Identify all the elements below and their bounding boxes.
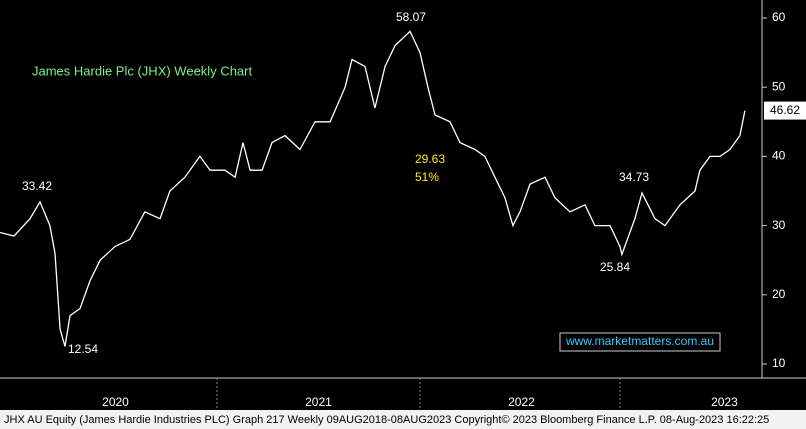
y-tick-label: 60: [772, 10, 786, 24]
y-tick-label: 20: [772, 287, 786, 301]
y-tick-label: 10: [772, 356, 786, 370]
footer: JHX AU Equity (James Hardie Industries P…: [4, 414, 769, 426]
price-line: [0, 30, 746, 347]
y-tick-label: 40: [772, 149, 786, 163]
annotation: 33.42: [22, 179, 52, 193]
last-price-label: 46.62: [770, 103, 800, 117]
chart-title: James Hardie Plc (JHX) Weekly Chart: [32, 63, 252, 78]
last-price-box: [764, 101, 806, 120]
annotation: 29.63: [415, 152, 445, 166]
annotation: 51%: [415, 170, 439, 184]
watermark: www.marketmatters.com.au: [565, 334, 714, 348]
y-tick-label: 30: [772, 218, 786, 232]
y-tick-label: 50: [772, 79, 786, 93]
annotation: 25.84: [600, 260, 630, 274]
x-tick-label: 2023: [711, 395, 738, 409]
x-tick-label: 2022: [508, 395, 535, 409]
annotation: 34.73: [619, 170, 649, 184]
x-tick-label: 2021: [305, 395, 332, 409]
footer-bar: [0, 410, 806, 429]
watermark-box: [559, 332, 721, 352]
annotation: 58.07: [396, 10, 426, 24]
annotation: 12.54: [68, 342, 98, 356]
x-tick-label: 2020: [102, 395, 129, 409]
